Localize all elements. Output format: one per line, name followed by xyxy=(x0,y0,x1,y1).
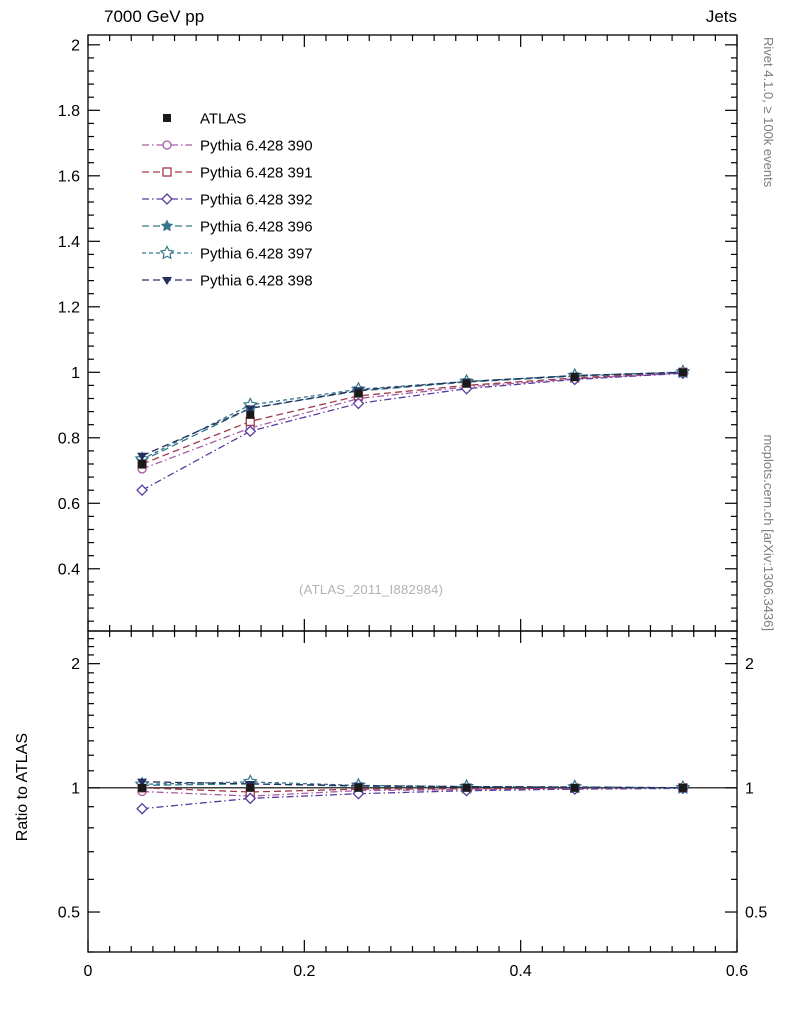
svg-text:Pythia 6.428 390: Pythia 6.428 390 xyxy=(200,138,313,155)
legend-item: ATLAS xyxy=(163,111,246,128)
svg-text:ATLAS: ATLAS xyxy=(200,111,246,128)
svg-text:1: 1 xyxy=(71,780,80,797)
legend-item: Pythia 6.428 392 xyxy=(142,192,313,209)
mcplots-credit-label: mcplots.cern.ch [arXiv:1306.3436] xyxy=(761,434,776,631)
axis-ticks-and-labels: 0.4 0.6 0.8 1 1.2 1.4 1.6 1.8 2 0.5 0.5 1 1 2 2 0 0.2 0.4… xyxy=(58,35,767,980)
svg-text:Pythia 6.428 392: Pythia 6.428 392 xyxy=(200,192,313,209)
svg-text:Pythia 6.428 396: Pythia 6.428 396 xyxy=(200,219,313,236)
svg-text:Pythia 6.428 391: Pythia 6.428 391 xyxy=(200,165,313,182)
legend-item: Pythia 6.428 396 xyxy=(142,219,313,236)
legend-item: Pythia 6.428 398 xyxy=(142,273,313,290)
svg-text:0.8: 0.8 xyxy=(58,430,80,447)
svg-text:0: 0 xyxy=(84,963,93,980)
beam-energy-title: 7000 GeV pp xyxy=(104,7,205,26)
svg-text:1.2: 1.2 xyxy=(58,299,80,316)
svg-text:Pythia 6.428 398: Pythia 6.428 398 xyxy=(200,273,313,290)
series-lines xyxy=(141,371,683,810)
series-markers xyxy=(134,364,691,815)
ratio-axis-title: Ratio to ATLAS xyxy=(14,733,31,842)
legend-item: Pythia 6.428 391 xyxy=(142,165,313,182)
analysis-id-watermark: (ATLAS_2011_I882984) xyxy=(299,582,444,597)
svg-text:0.4: 0.4 xyxy=(510,963,532,980)
svg-text:0.6: 0.6 xyxy=(726,963,748,980)
svg-text:1.4: 1.4 xyxy=(58,234,80,251)
svg-text:0.4: 0.4 xyxy=(58,561,80,578)
svg-text:2: 2 xyxy=(71,656,80,673)
rivet-version-label: Rivet 4.1.0, ≥ 100k events xyxy=(761,37,776,188)
svg-text:1.6: 1.6 xyxy=(58,168,80,185)
svg-text:1: 1 xyxy=(71,365,80,382)
legend-item: Pythia 6.428 390 xyxy=(142,138,313,155)
svg-text:0.5: 0.5 xyxy=(58,905,80,922)
observable-title: Jets xyxy=(705,7,737,26)
plot-frames xyxy=(87,34,738,953)
svg-text:2: 2 xyxy=(71,37,80,54)
svg-text:Pythia 6.428 397: Pythia 6.428 397 xyxy=(200,246,313,263)
legend: ATLAS Pythia 6.428 390 Pythia 6.428 391 Pyt… xyxy=(142,111,313,290)
svg-text:1.8: 1.8 xyxy=(58,103,80,120)
svg-text:0.2: 0.2 xyxy=(293,963,315,980)
svg-text:1: 1 xyxy=(745,780,754,797)
legend-item: Pythia 6.428 397 xyxy=(142,245,313,263)
svg-text:0.5: 0.5 xyxy=(745,905,767,922)
svg-text:0.6: 0.6 xyxy=(58,496,80,513)
svg-text:2: 2 xyxy=(745,656,754,673)
